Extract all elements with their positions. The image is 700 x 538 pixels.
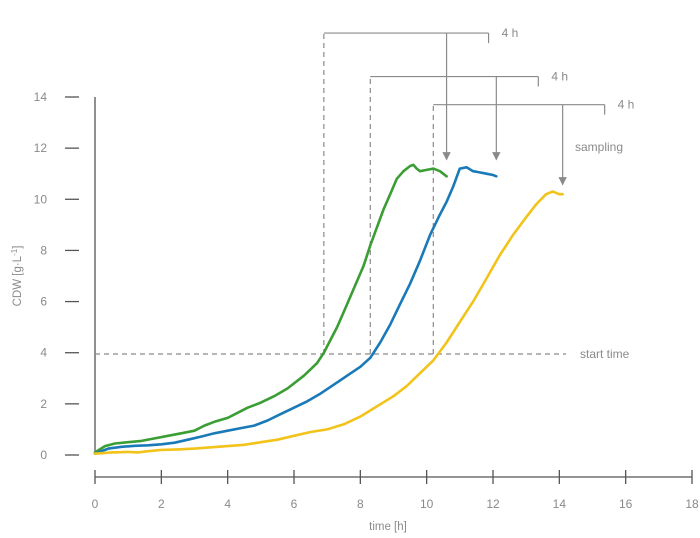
y-tick-label-14: 14 bbox=[34, 90, 48, 104]
y-tick-label-10: 10 bbox=[34, 192, 48, 206]
y-tick-label-0: 0 bbox=[40, 448, 47, 462]
y-axis-title-close: ] bbox=[12, 246, 24, 249]
start-time-label: start time bbox=[580, 347, 630, 361]
bracket-0-label: 4 h bbox=[502, 26, 519, 40]
x-tick-label-18: 18 bbox=[685, 497, 699, 511]
y-tick-label-2: 2 bbox=[40, 397, 47, 411]
x-tick-label-8: 8 bbox=[357, 497, 364, 511]
x-tick-label-10: 10 bbox=[420, 497, 434, 511]
axes bbox=[94, 97, 692, 478]
x-axis-title: time [h] bbox=[369, 521, 407, 533]
annotations: start time 4 h 4 h 4 h sampling bbox=[95, 26, 634, 361]
bracket-2-label: 4 h bbox=[618, 98, 635, 112]
x-tick-label-6: 6 bbox=[291, 497, 298, 511]
x-tick-label-2: 2 bbox=[158, 497, 165, 511]
y-tick-label-6: 6 bbox=[40, 295, 47, 309]
y-axis-title-main: CDW [g·L bbox=[12, 255, 24, 306]
x-tick-label-12: 12 bbox=[486, 497, 500, 511]
y-axis-title-superscript: -1 bbox=[10, 248, 19, 256]
y-tick-label-4: 4 bbox=[40, 346, 47, 360]
series-lines bbox=[93, 163, 564, 455]
series-line-0 bbox=[93, 163, 448, 454]
y-tick-label-12: 12 bbox=[34, 141, 48, 155]
y-axis-title: CDW [g·L-1] bbox=[10, 246, 24, 307]
series-line-2 bbox=[93, 190, 564, 455]
x-tick-label-16: 16 bbox=[619, 497, 633, 511]
bracket-1-label: 4 h bbox=[551, 70, 568, 84]
ticks: 0 2 4 6 8 10 12 14 0 2 4 6 8 10 12 14 16 18 bbox=[34, 90, 699, 511]
x-tick-label-14: 14 bbox=[553, 497, 567, 511]
series-line-1 bbox=[93, 166, 498, 455]
x-tick-label-4: 4 bbox=[224, 497, 231, 511]
x-tick-label-0: 0 bbox=[92, 497, 99, 511]
y-tick-label-8: 8 bbox=[40, 243, 47, 257]
sampling-label: sampling bbox=[575, 140, 623, 154]
